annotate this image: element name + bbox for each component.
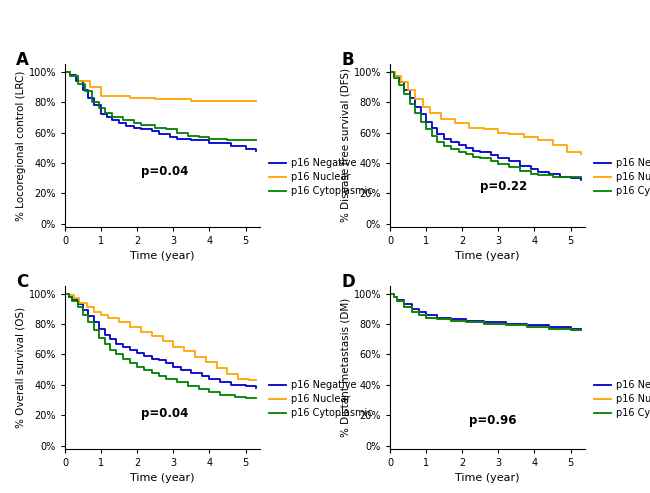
Text: C: C xyxy=(16,273,29,291)
X-axis label: Time (year): Time (year) xyxy=(130,473,195,483)
X-axis label: Time (year): Time (year) xyxy=(455,251,520,261)
X-axis label: Time (year): Time (year) xyxy=(130,251,195,261)
Text: p=0.04: p=0.04 xyxy=(141,407,188,420)
Legend: p16 Negative, p16 Nuclear, p16 Cytoplasmic: p16 Negative, p16 Nuclear, p16 Cytoplasm… xyxy=(593,158,650,196)
Legend: p16 Negative, p16 Nuclear, p16 Cytoplasmic: p16 Negative, p16 Nuclear, p16 Cytoplasm… xyxy=(268,158,372,196)
X-axis label: Time (year): Time (year) xyxy=(455,473,520,483)
Y-axis label: % Overall survival (OS): % Overall survival (OS) xyxy=(16,307,26,428)
Legend: p16 Negative, p16 Nuclear, p16 Cytoplasmic: p16 Negative, p16 Nuclear, p16 Cytoplasm… xyxy=(593,380,650,418)
Y-axis label: % Locoregional control (LRC): % Locoregional control (LRC) xyxy=(16,70,26,221)
Text: B: B xyxy=(341,51,354,69)
Y-axis label: % Distant metastasis (DM): % Distant metastasis (DM) xyxy=(341,298,351,437)
Text: p=0.04: p=0.04 xyxy=(141,165,188,178)
Y-axis label: % Disease free survival (DFS): % Disease free survival (DFS) xyxy=(341,69,351,222)
Text: D: D xyxy=(341,273,355,291)
Text: p=0.22: p=0.22 xyxy=(480,180,528,193)
Text: p=0.96: p=0.96 xyxy=(469,414,517,427)
Legend: p16 Negative, p16 Nuclear, p16 Cytoplasmic: p16 Negative, p16 Nuclear, p16 Cytoplasm… xyxy=(268,380,372,418)
Text: A: A xyxy=(16,51,29,69)
